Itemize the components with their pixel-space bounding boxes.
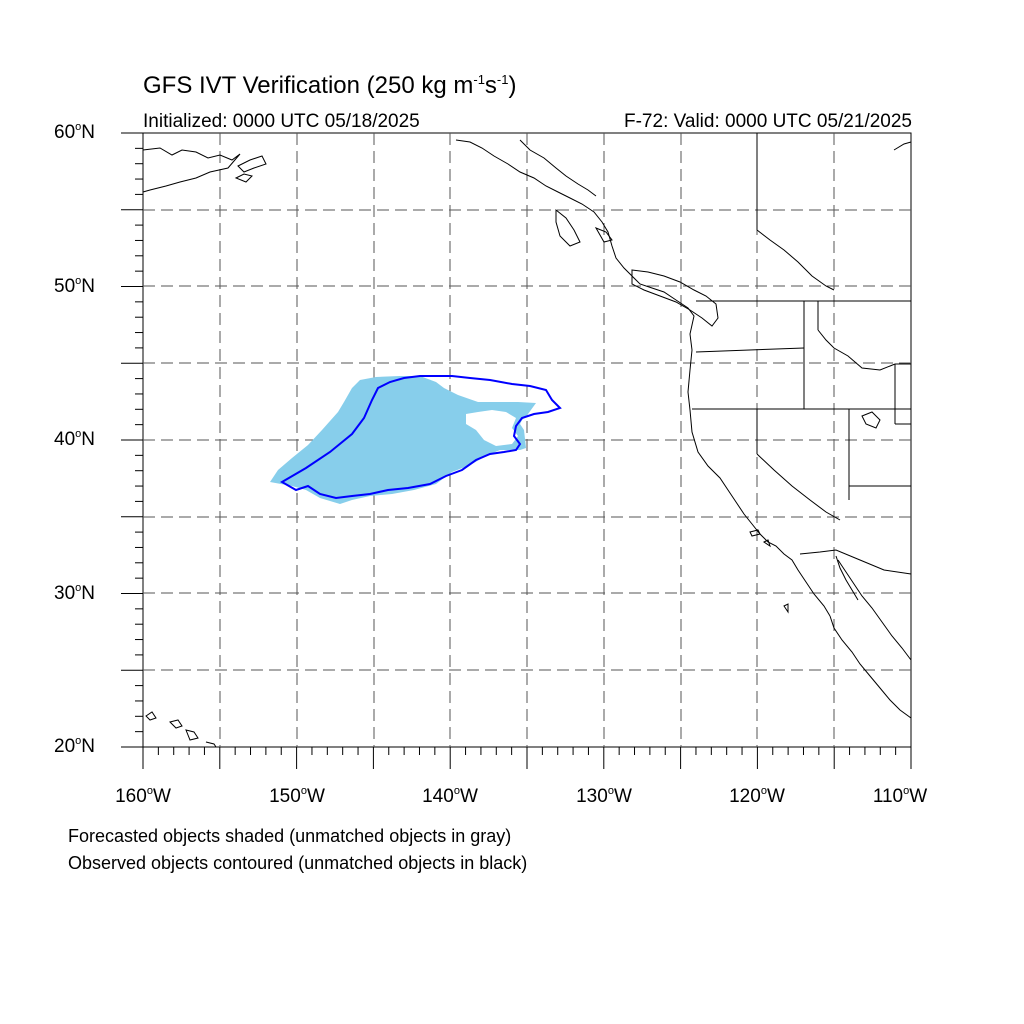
footnote-observed: Observed objects contoured (unmatched ob… bbox=[68, 853, 528, 873]
footnote-forecast: Forecasted objects shaded (unmatched obj… bbox=[68, 826, 512, 846]
lon-label-120: 120oW bbox=[729, 785, 785, 807]
lat-gridlines bbox=[143, 209, 911, 671]
lon-label-130: 130oW bbox=[576, 785, 632, 807]
political-borders bbox=[692, 133, 912, 575]
lat-label-50: 50oN bbox=[54, 275, 95, 297]
lon-label-150: 150oW bbox=[269, 785, 325, 807]
forecast-gap bbox=[466, 410, 518, 446]
observed-object-contour bbox=[280, 375, 562, 500]
lat-label-40: 40oN bbox=[54, 428, 95, 450]
lon-label-160: 160oW bbox=[115, 785, 171, 807]
lat-label-60: 60oN bbox=[54, 121, 95, 143]
lat-label-20: 20oN bbox=[54, 735, 95, 757]
coastlines bbox=[142, 139, 912, 748]
init-time-label: Initialized: 0000 UTC 05/18/2025 bbox=[143, 111, 420, 132]
lon-label-110: 110oW bbox=[872, 785, 928, 807]
lat-label-30: 30oN bbox=[54, 582, 95, 604]
lon-label-140: 140oW bbox=[422, 785, 478, 807]
forecast-object-shaded bbox=[270, 376, 536, 504]
valid-time-label: F-72: Valid: 0000 UTC 05/21/2025 bbox=[624, 111, 912, 132]
chart-title: GFS IVT Verification (250 kg m-1s-1) bbox=[143, 72, 517, 99]
axis-ticks bbox=[121, 132, 912, 769]
